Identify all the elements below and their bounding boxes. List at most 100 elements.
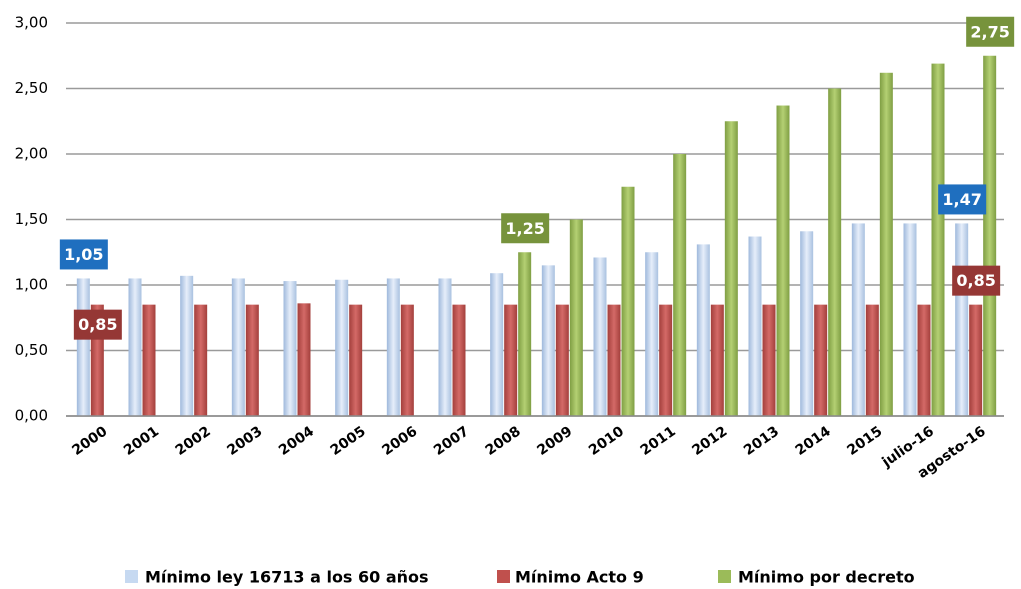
bar bbox=[659, 304, 673, 416]
legend-label: Mínimo Acto 9 bbox=[515, 568, 644, 587]
bar bbox=[438, 278, 452, 416]
x-tick-label: 2009 bbox=[534, 423, 575, 458]
y-tick-label: 0,00 bbox=[15, 407, 48, 425]
bar bbox=[851, 223, 865, 416]
x-tick-label: 2010 bbox=[586, 423, 627, 459]
bar bbox=[748, 236, 762, 416]
bar bbox=[903, 223, 917, 416]
data-label: 0,85 bbox=[956, 271, 995, 290]
x-tick: 2003 bbox=[224, 423, 265, 458]
x-tick: 2009 bbox=[534, 423, 575, 458]
bar bbox=[283, 281, 297, 416]
bar bbox=[245, 304, 259, 416]
bar bbox=[231, 278, 245, 416]
bar bbox=[297, 303, 311, 416]
bar bbox=[724, 121, 738, 416]
x-tick: 2000 bbox=[69, 423, 110, 459]
x-tick: 2011 bbox=[638, 423, 679, 458]
x-tick-label: 2015 bbox=[844, 423, 885, 458]
y-tick-label: 0,50 bbox=[15, 341, 48, 359]
x-tick: 2005 bbox=[328, 423, 369, 458]
bar bbox=[504, 304, 518, 416]
y-tick-label: 2,50 bbox=[15, 79, 48, 97]
x-tick: 2012 bbox=[689, 423, 730, 458]
bar bbox=[569, 219, 583, 416]
bar bbox=[518, 252, 532, 416]
data-label-box bbox=[73, 309, 122, 340]
x-tick: 2010 bbox=[586, 423, 627, 459]
x-tick-label: 2000 bbox=[69, 423, 110, 459]
bar bbox=[452, 304, 466, 416]
bar bbox=[814, 304, 828, 416]
bar bbox=[865, 304, 879, 416]
data-label-box bbox=[59, 239, 108, 270]
bar bbox=[673, 154, 687, 416]
x-tick-label: 2001 bbox=[121, 423, 162, 458]
bar bbox=[555, 304, 569, 416]
x-tick: 2007 bbox=[431, 423, 472, 458]
bar bbox=[800, 231, 814, 416]
bar bbox=[128, 278, 142, 416]
legend-swatch bbox=[497, 570, 510, 583]
y-tick-label: 1,00 bbox=[15, 276, 48, 294]
bar bbox=[335, 279, 349, 416]
data-label-box bbox=[966, 16, 1015, 47]
legend-label: Mínimo por decreto bbox=[738, 568, 915, 587]
bar bbox=[955, 223, 969, 416]
bar bbox=[931, 63, 945, 417]
data-label: 1,25 bbox=[505, 219, 544, 238]
bar bbox=[983, 55, 997, 416]
x-tick: 2006 bbox=[379, 423, 420, 458]
bar bbox=[349, 304, 363, 416]
x-tick-label: 2006 bbox=[379, 423, 420, 458]
bar bbox=[917, 304, 931, 416]
x-tick: 2008 bbox=[483, 423, 524, 458]
data-label: 0,85 bbox=[78, 315, 117, 334]
bar bbox=[76, 278, 90, 416]
x-tick-label: 2013 bbox=[741, 423, 782, 458]
bar bbox=[710, 304, 724, 416]
x-tick: 2015 bbox=[844, 423, 885, 458]
bar bbox=[828, 88, 842, 416]
bar bbox=[180, 275, 194, 416]
data-label: 1,05 bbox=[64, 245, 103, 264]
bar bbox=[386, 278, 400, 416]
bar bbox=[490, 273, 504, 416]
y-tick-label: 2,00 bbox=[15, 145, 48, 163]
bar bbox=[541, 265, 555, 416]
y-tick-label: 1,50 bbox=[15, 210, 48, 228]
x-tick: 2004 bbox=[276, 423, 317, 459]
bar bbox=[776, 105, 790, 416]
legend-swatch bbox=[125, 570, 138, 583]
x-tick: 2002 bbox=[173, 423, 214, 458]
x-tick: 2014 bbox=[793, 423, 834, 459]
bar bbox=[607, 304, 621, 416]
x-tick-label: 2012 bbox=[689, 423, 730, 458]
x-tick: 2013 bbox=[741, 423, 782, 458]
bar bbox=[696, 244, 710, 416]
data-label-box bbox=[952, 265, 1001, 296]
data-label-box bbox=[938, 184, 987, 215]
x-tick-label: 2008 bbox=[483, 423, 524, 458]
x-tick-label: 2004 bbox=[276, 423, 317, 459]
y-tick-label: 3,00 bbox=[15, 14, 48, 32]
bar bbox=[645, 252, 659, 416]
x-tick: 2001 bbox=[121, 423, 162, 458]
x-tick-label: 2005 bbox=[328, 423, 369, 458]
x-tick-label: 2002 bbox=[173, 423, 214, 458]
legend-label: Mínimo ley 16713 a los 60 años bbox=[145, 568, 429, 587]
bar bbox=[593, 257, 607, 416]
legend-swatch bbox=[718, 570, 731, 583]
data-label: 2,75 bbox=[970, 22, 1009, 41]
bar bbox=[194, 304, 208, 416]
bar bbox=[762, 304, 776, 416]
x-tick-label: 2003 bbox=[224, 423, 265, 458]
x-tick-label: 2007 bbox=[431, 423, 472, 458]
bar bbox=[400, 304, 414, 416]
x-tick-label: 2011 bbox=[638, 423, 679, 458]
bar bbox=[142, 304, 156, 416]
data-label-box bbox=[501, 213, 550, 244]
x-tick-label: 2014 bbox=[793, 423, 834, 459]
bar bbox=[879, 72, 893, 416]
